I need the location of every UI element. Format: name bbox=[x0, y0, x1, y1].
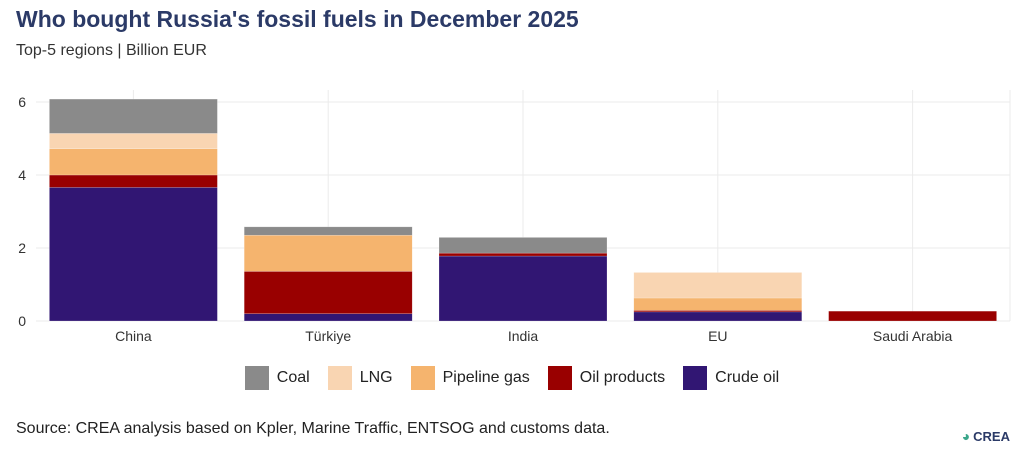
y-tick-label: 4 bbox=[18, 167, 26, 183]
bar-segment-coal bbox=[438, 237, 608, 254]
bar-segment-coal bbox=[49, 98, 218, 134]
bar-segment-oil-products bbox=[243, 271, 413, 314]
chart-subtitle: Top-5 regions | Billion EUR bbox=[16, 42, 207, 59]
x-tick-label: India bbox=[508, 328, 539, 344]
legend-swatch bbox=[410, 366, 435, 390]
legend-label: Crude oil bbox=[715, 369, 780, 386]
legend-swatch bbox=[244, 366, 269, 390]
bar-segment-oil-products bbox=[49, 174, 218, 188]
crea-logo: ◕ CREA bbox=[962, 428, 1010, 444]
legend-label: Pipeline gas bbox=[442, 369, 530, 386]
x-tick-label: Türkiye bbox=[305, 328, 351, 344]
bar-segment-pipeline-gas bbox=[49, 148, 218, 176]
legend-item: LNG bbox=[327, 366, 393, 390]
legend-item: Coal bbox=[244, 366, 310, 390]
bar-segment-coal bbox=[243, 226, 413, 236]
legend: Coal LNG Pipeline gas Oil products Crude oil bbox=[0, 366, 1024, 390]
bar-segment-crude-oil bbox=[633, 311, 803, 322]
crea-logo-icon: ◕ bbox=[961, 428, 971, 444]
legend-swatch bbox=[547, 366, 572, 390]
legend-label: LNG bbox=[359, 369, 393, 386]
bar-segment-crude-oil bbox=[438, 255, 608, 322]
bar-segment-crude-oil bbox=[49, 187, 218, 322]
legend-swatch bbox=[327, 366, 352, 390]
legend-item: Oil products bbox=[547, 366, 666, 390]
bar-segment-oil-products bbox=[828, 310, 997, 322]
bar-segment-pipeline-gas bbox=[243, 234, 413, 272]
legend-item: Pipeline gas bbox=[410, 366, 530, 390]
chart-title: Who bought Russia's fossil fuels in Dece… bbox=[16, 6, 579, 32]
bar-segment-oil-products bbox=[438, 252, 608, 257]
bar-segment-crude-oil bbox=[243, 313, 413, 322]
bar-segment-lng bbox=[633, 272, 803, 299]
legend-item: Crude oil bbox=[683, 366, 779, 390]
legend-label: Coal bbox=[276, 369, 310, 386]
bar-segment-lng bbox=[49, 133, 218, 149]
source-note: Source: CREA analysis based on Kpler, Ma… bbox=[16, 420, 610, 437]
x-tick-label: China bbox=[115, 328, 152, 344]
x-tick-label: EU bbox=[708, 328, 727, 344]
x-tick-label: Saudi Arabia bbox=[873, 328, 953, 344]
y-tick-label: 6 bbox=[18, 94, 26, 110]
bar-segment-pipeline-gas bbox=[633, 297, 803, 311]
logo-text: CREA bbox=[973, 428, 1010, 444]
legend-swatch bbox=[683, 366, 708, 390]
y-tick-label: 2 bbox=[18, 240, 26, 256]
stacked-bar-chart: 0 2 4 6 China Türkiye India EU Saudi Arabia bbox=[18, 90, 1011, 344]
legend-label: Oil products bbox=[579, 369, 666, 386]
y-tick-label: 0 bbox=[18, 313, 26, 329]
